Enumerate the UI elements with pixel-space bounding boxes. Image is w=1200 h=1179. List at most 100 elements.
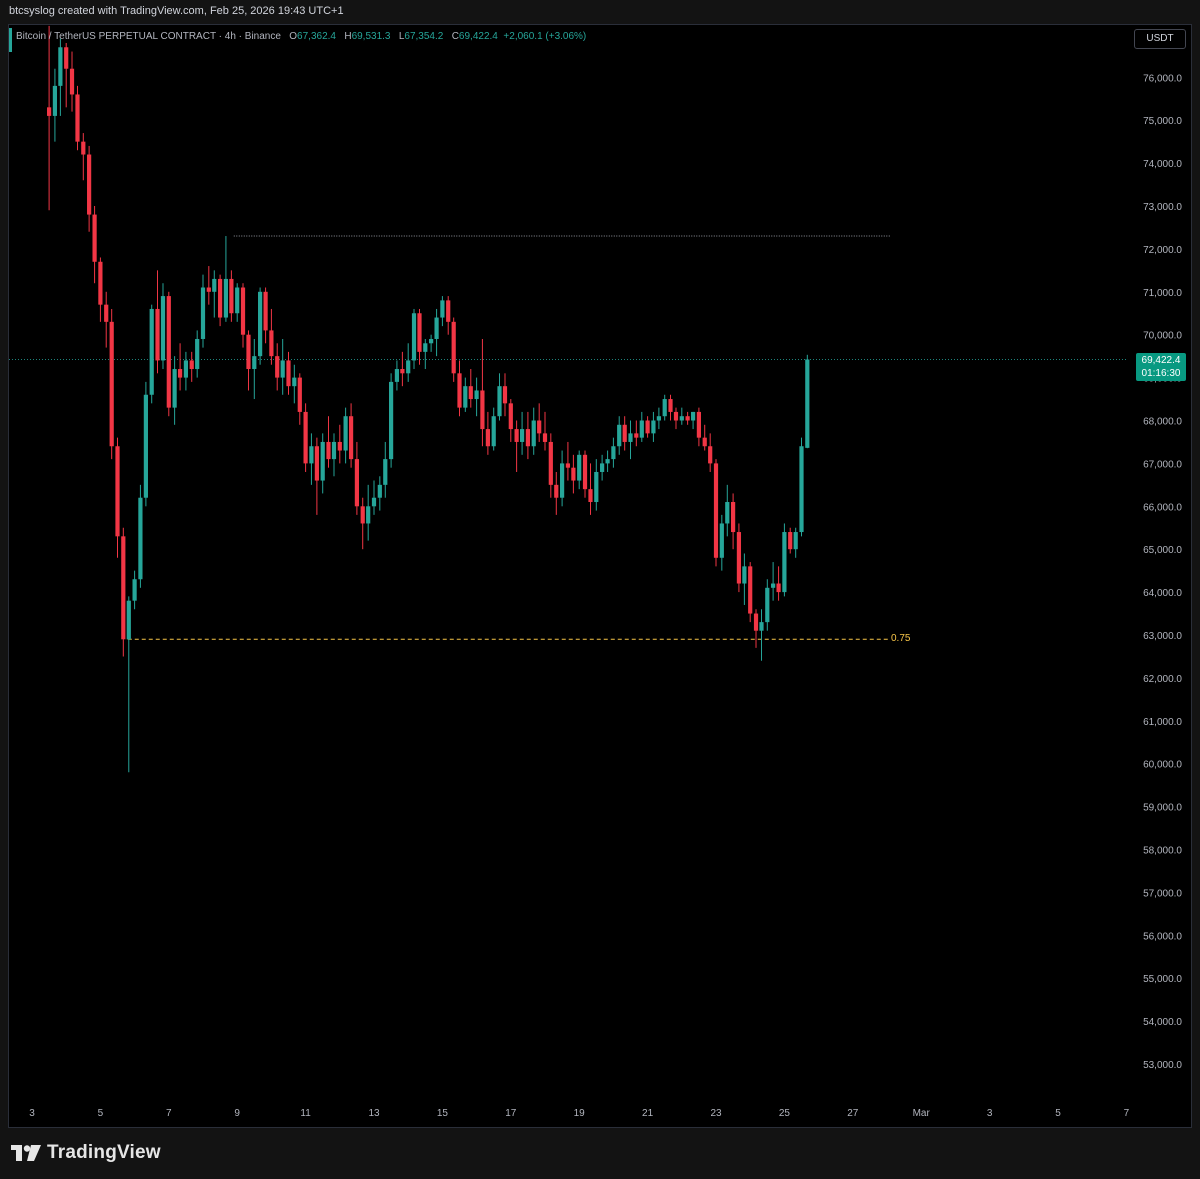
candle	[47, 25, 52, 211]
y-tick-label: 70,000.0	[1143, 331, 1182, 342]
chart-frame[interactable]	[8, 24, 1192, 1128]
candle-body	[320, 441, 325, 481]
candle-body	[622, 424, 627, 442]
candle	[542, 411, 548, 451]
candle	[132, 570, 137, 610]
candle-body	[560, 463, 565, 498]
candle-body	[400, 369, 405, 374]
currency-button[interactable]: USDT	[1134, 29, 1186, 49]
candle-body	[246, 334, 251, 370]
candle	[531, 407, 536, 455]
candle	[326, 416, 331, 468]
fib-level-label: 0.75	[891, 633, 911, 644]
candle-body	[292, 377, 297, 387]
candle	[360, 497, 365, 550]
candle	[275, 343, 280, 391]
candle	[434, 308, 439, 357]
candle	[634, 420, 639, 447]
candle	[263, 287, 268, 344]
symbol-title[interactable]: Bitcoin / TetherUS PERPETUAL CONTRACT · …	[16, 31, 281, 42]
y-tick-label: 74,000.0	[1143, 159, 1182, 170]
candle	[571, 454, 576, 494]
candle-body	[423, 343, 428, 352]
candle-body	[235, 287, 240, 314]
drawing-lines	[9, 235, 1128, 640]
y-tick-label: 61,000.0	[1143, 717, 1182, 728]
candle	[98, 257, 103, 322]
candle-body	[92, 214, 97, 262]
y-tick-label: 55,000.0	[1143, 974, 1182, 985]
candle-body	[628, 433, 633, 442]
candle-body	[582, 454, 588, 490]
candle	[115, 437, 120, 558]
candle-body	[81, 141, 86, 155]
candle-body	[457, 373, 462, 408]
candle-body	[58, 47, 63, 86]
candle-body	[434, 317, 439, 339]
candle	[519, 411, 525, 455]
candle	[155, 270, 160, 374]
candle-body	[411, 313, 417, 361]
candle	[331, 433, 337, 477]
candle-body	[736, 532, 742, 584]
candle	[702, 424, 707, 451]
x-tick-label: 5	[1055, 1108, 1061, 1119]
candle	[502, 373, 508, 417]
candle-body	[634, 433, 639, 438]
candle	[377, 476, 382, 511]
candle-body	[497, 386, 502, 417]
candle	[218, 274, 223, 327]
candle	[662, 394, 667, 421]
symbol-legend[interactable]: Bitcoin / TetherUS PERPETUAL CONTRACT · …	[16, 31, 586, 42]
candle	[690, 411, 696, 430]
candle	[297, 373, 302, 425]
candle	[514, 420, 519, 472]
y-tick-label: 62,000.0	[1143, 674, 1182, 685]
x-tick-label: 23	[710, 1108, 722, 1119]
open-key: O	[289, 31, 298, 42]
x-tick-label: 25	[779, 1108, 791, 1119]
tradingview-logo-text: TradingView	[47, 1142, 161, 1163]
candle	[440, 296, 445, 327]
candle	[594, 459, 599, 511]
candle-body	[668, 399, 673, 412]
candle	[337, 424, 342, 464]
candle-body	[309, 446, 314, 464]
candle	[708, 433, 713, 472]
x-tick-label: 17	[505, 1108, 517, 1119]
candle	[736, 523, 742, 593]
low-value: 67,354.2	[404, 31, 444, 42]
candle-body	[463, 386, 468, 408]
candle-body	[673, 411, 679, 421]
candle-body	[177, 369, 183, 378]
candle-body	[485, 429, 490, 447]
candle-body	[656, 416, 661, 421]
candle	[429, 334, 434, 352]
candle	[177, 343, 183, 391]
candle-body	[104, 304, 109, 322]
candle-body	[748, 566, 753, 614]
candle	[52, 68, 58, 142]
candle-body	[514, 429, 519, 442]
candle-body	[160, 296, 166, 361]
y-tick-label: 68,000.0	[1143, 417, 1182, 428]
candle	[406, 343, 411, 382]
candle	[725, 484, 730, 537]
candle	[143, 381, 148, 507]
candle	[588, 463, 593, 515]
candle-body	[200, 287, 206, 339]
candle-body	[337, 441, 342, 451]
candle	[771, 562, 776, 601]
x-tick-label: 9	[234, 1108, 240, 1119]
y-tick-label: 75,000.0	[1143, 116, 1182, 127]
candle-body	[331, 441, 337, 460]
close-key: C	[451, 31, 459, 42]
candle	[309, 433, 314, 485]
candle-body	[360, 506, 365, 524]
open-value: 67,362.4	[297, 31, 336, 42]
candle	[600, 454, 605, 481]
candle-body	[639, 420, 644, 438]
candles	[47, 25, 810, 773]
candle	[172, 356, 177, 425]
